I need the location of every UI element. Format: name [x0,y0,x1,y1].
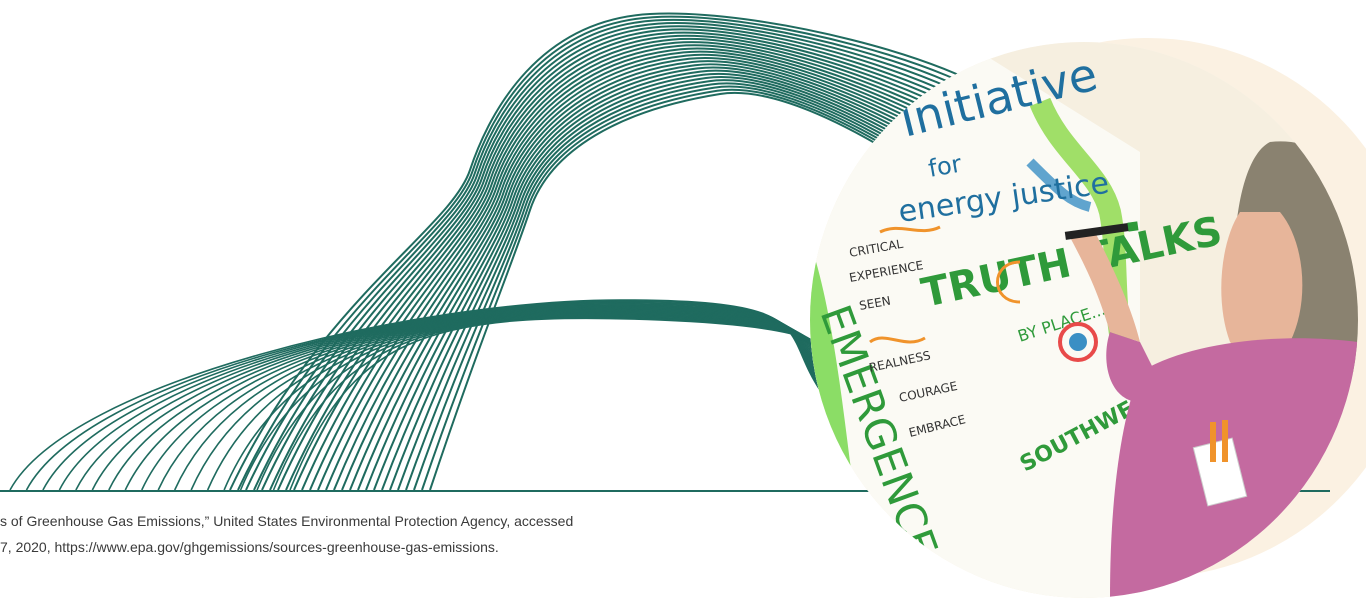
wave-line [141,308,826,491]
marker [1064,222,1136,240]
wave-line [42,301,822,491]
wave-line [289,317,831,491]
footnote-line-2: 7, 2020, https://www.epa.gov/ghgemission… [0,539,499,555]
wave-line [124,307,825,491]
wave-line [75,303,823,491]
footnote: s of Greenhouse Gas Emissions,” United S… [0,508,840,560]
wave-line [261,25,1011,491]
wave-line [277,31,1016,491]
wave-line [309,44,1025,491]
wave-line [245,18,1006,491]
wave-line [301,41,1023,491]
wave-line [317,47,1028,491]
wave-line [325,50,1030,491]
wave-line [253,22,1008,491]
footnote-divider [0,490,1330,492]
wave-line [333,53,1032,491]
wave-line [58,302,823,491]
wave-line [237,15,1004,491]
mural-note-3: SEEN [858,294,892,313]
wave-line [108,306,825,491]
wave-line [269,28,1013,491]
footnote-line-1: s of Greenhouse Gas Emissions,” United S… [0,513,574,529]
mural-for: for [926,150,963,183]
wave-line [91,305,824,491]
wave-line [229,12,1001,491]
wave-line [25,300,822,491]
workshop-photo: Initiative for energy justice TRUTH TALK… [810,42,1358,598]
wave-line [285,34,1018,491]
wave-line [293,37,1020,491]
